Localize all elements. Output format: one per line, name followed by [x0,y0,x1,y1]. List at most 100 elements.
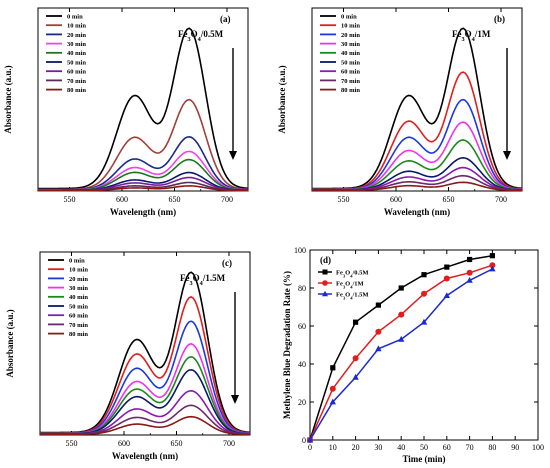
series-line-20min [312,98,523,191]
series-line-0min [38,27,249,190]
legend-entry-part: Fe [336,269,343,276]
sample-annotation-part: Fe [178,29,188,39]
plot-frame [37,7,249,192]
legend-entry: 10 min [69,267,88,274]
x-axis-label: Wavelength (nm) [112,451,178,461]
data-point-square [467,256,473,263]
data-point-triangle [420,318,428,325]
legend-entry: Fe3O4/1M [336,280,364,289]
legend-entry-part: O [345,280,350,287]
legend-entry: 60 min [67,69,86,76]
data-point-triangle [443,292,450,298]
decrease-arrow-head [231,395,239,404]
sample-annotation-part: 4 [200,280,204,287]
sample-annotation-part: 4 [198,36,202,43]
data-point-triangle [375,345,382,352]
legend-entry: 80 min [341,87,360,94]
sample-annotation-part: /1.5M [202,273,226,283]
y-axis-label: Absorbance (a.u.) [3,65,13,133]
data-point-circle [398,311,405,318]
y-tick-label: 20 [298,398,306,407]
legend-entry: 40 min [69,294,88,301]
data-point-circle [352,355,359,362]
legend-entry-part: O [345,269,350,276]
data-point-circle [466,269,473,276]
y-tick-label: 0 [302,436,306,445]
data-point-triangle [466,277,473,283]
legend-marker [322,290,328,297]
series-line-80min [40,415,250,436]
x-tick-label: 20 [352,443,360,452]
data-point-square [398,285,404,291]
data-point-square [375,302,381,308]
x-tick-label: 100 [532,443,544,452]
x-tick-label: 50 [420,443,428,452]
legend-entry: 30 min [67,41,86,48]
legend-entry: 70 min [69,322,88,329]
sample-annotation-part: O [193,273,200,283]
x-tick-label: 30 [374,443,382,452]
x-tick-label: 550 [338,195,350,204]
sample-annotation-part: 3 [190,280,193,287]
y-axis-label: Absorbance (a.u.) [5,309,15,377]
x-tick-label: 700 [495,195,507,204]
x-tick-label: 600 [116,195,128,204]
legend-entry: 50 min [341,59,360,66]
x-axis-label: Time (min) [402,454,445,464]
sample-annotation-part: Fe [180,273,190,283]
y-axis-label: Methylene Blue Degradation Rate (%) [282,271,292,419]
sample-annotation: Fe3O4/0.5M [178,29,224,43]
legend-entry-part: /1M [351,280,363,287]
data-point-square [489,253,495,259]
sample-annotation-part: Fe [452,29,462,39]
x-tick-label: 550 [66,439,78,448]
x-tick-label: 700 [221,195,233,204]
legend-entry: 0 min [69,257,85,264]
legend-entry: 50 min [67,59,86,66]
sample-annotation-part: /0.5M [200,29,224,39]
legend-entry: 10 min [67,23,86,30]
x-tick-label: 70 [466,443,474,452]
panel-c: 550 600 650 700 Wavelength (nm) Absorbance (a… [5,251,251,461]
panel-label: (b) [494,14,505,24]
series-line-30min [40,342,250,435]
legend-entry-part: Fe [336,291,343,298]
x-tick-label: 10 [329,443,337,452]
legend-entry: Fe3O4/0.5M [336,269,369,278]
legend-entry: 10 min [341,23,360,30]
legend-marker [322,280,328,286]
data-point-circle [443,275,450,282]
data-point-square [421,272,427,278]
sample-annotation-part: /1M [474,29,491,39]
legend-entry: 0 min [341,13,357,20]
legend-entry-part: 3 [343,295,346,300]
x-tick-label: 0 [308,443,312,452]
data-point-square [353,319,359,325]
panel-label: (a) [220,14,231,24]
data-point-triangle [352,373,359,380]
legend-entry: Fe3O4/1.5M [336,291,369,300]
legend-entry: 80 min [69,331,88,338]
y-tick-label: 40 [298,360,306,369]
x-tick-label: 650 [169,195,181,204]
data-point-triangle [306,436,314,443]
legend-entry: 60 min [341,69,360,76]
legend-entry-part: 4 [350,273,353,278]
decrease-arrow-head [229,151,237,160]
y-tick-label: 100 [294,246,306,255]
legend-entry: 50 min [69,303,88,310]
legend-entry-part: /0.5M [351,269,368,276]
x-tick-label: 600 [118,439,130,448]
legend-marker [322,269,328,275]
plot-frame [39,251,251,436]
panel-label: (c) [222,258,232,268]
x-tick-label: 60 [443,443,451,452]
legend-entry: 40 min [341,50,360,57]
sample-annotation-part: 4 [472,36,476,43]
data-point-circle [329,385,336,392]
x-axis-label: Wavelength (nm) [384,207,450,217]
legend-entry: 30 min [341,41,360,48]
legend-entry: 0 min [67,13,83,20]
decrease-arrow-head [503,151,511,160]
